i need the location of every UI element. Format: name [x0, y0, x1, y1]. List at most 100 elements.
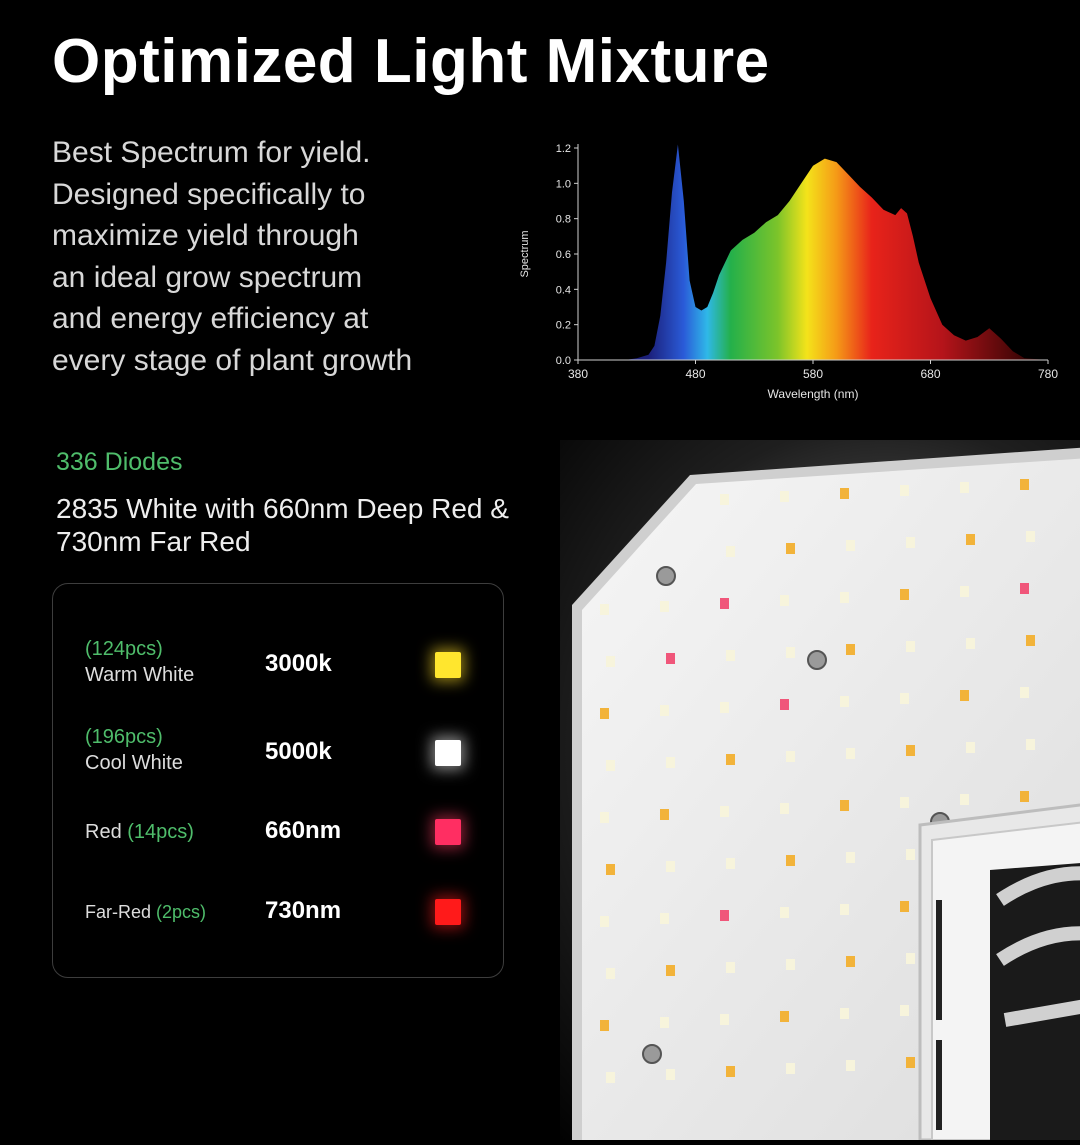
led-diode [840, 488, 849, 499]
led-diode [1026, 635, 1035, 646]
led-diode [960, 482, 969, 493]
y-tick-label: 0.6 [556, 249, 571, 261]
y-tick-label: 1.0 [556, 178, 571, 190]
led-diode [960, 794, 969, 805]
led-diode [726, 650, 735, 661]
led-diode [660, 1017, 669, 1028]
legend-row-far-red: Far-Red (2pcs) 730nm [53, 894, 503, 964]
x-tick-label: 580 [803, 367, 823, 381]
led-diode [780, 803, 789, 814]
led-diode [840, 800, 849, 811]
led-diode [606, 1072, 615, 1083]
grow-light-panel-image [500, 400, 1080, 1145]
led-diode [666, 757, 675, 768]
warm-white-swatch [435, 652, 461, 678]
led-diode [1026, 531, 1035, 542]
diode-count-label: 336 Diodes [56, 448, 183, 476]
led-diode [600, 812, 609, 823]
y-tick-label: 0.4 [556, 284, 571, 296]
led-diode [720, 702, 729, 713]
led-diode [846, 540, 855, 551]
legend-row-warm-white: (124pcs) Warm White 3000k [53, 636, 503, 706]
legend-count: (2pcs) [156, 902, 207, 922]
led-diode [666, 1069, 675, 1080]
led-diode [606, 656, 615, 667]
x-axis-label: Wavelength (nm) [768, 387, 859, 401]
led-diode [666, 861, 675, 872]
y-axis-label: Spectrum [519, 230, 531, 277]
led-diode [840, 592, 849, 603]
legend-name: Warm White [85, 664, 195, 686]
led-diode [846, 1060, 855, 1071]
legend-value: 5000k [265, 738, 332, 765]
legend-name: Red [85, 821, 122, 843]
x-tick-label: 680 [920, 367, 940, 381]
led-diode [726, 1066, 735, 1077]
legend-value: 3000k [265, 650, 332, 677]
description-line: every stage of plant growth [52, 343, 413, 377]
led-diode [846, 852, 855, 863]
description-line: maximize yield through [52, 219, 359, 252]
led-diode [660, 809, 669, 820]
screw-icon [656, 566, 676, 586]
led-diode [840, 904, 849, 915]
led-diode [906, 953, 915, 964]
led-diode [786, 1063, 795, 1074]
led-diode [1026, 739, 1035, 750]
led-diode [660, 705, 669, 716]
screw-icon [642, 1044, 662, 1064]
diode-description: 2835 White with 660nm Deep Red & 730nm F… [56, 492, 616, 558]
cool-white-swatch [435, 740, 461, 766]
y-tick-label: 0.8 [556, 214, 571, 226]
led-diode [666, 965, 675, 976]
led-diode [966, 534, 975, 545]
legend-count: (14pcs) [127, 821, 194, 843]
led-diode [900, 1005, 909, 1016]
led-diode [600, 708, 609, 719]
led-diode [660, 913, 669, 924]
legend-row-cool-white: (196pcs) Cool White 5000k [53, 724, 503, 794]
led-diode [786, 959, 795, 970]
led-diode [600, 916, 609, 927]
x-tick-label: 380 [568, 367, 588, 381]
led-diode [780, 491, 789, 502]
legend-name: Cool White [85, 752, 183, 774]
legend-count: (124pcs) [85, 638, 163, 660]
led-diode [720, 910, 729, 921]
led-diode [966, 742, 975, 753]
diode-legend-card: (124pcs) Warm White 3000k (196pcs) Cool … [52, 583, 504, 978]
led-diode [1020, 479, 1029, 490]
far-red-swatch [435, 899, 461, 925]
led-diode [606, 968, 615, 979]
led-diode [900, 797, 909, 808]
description-line: and energy efficiency at [52, 302, 369, 335]
led-diode [600, 1020, 609, 1031]
led-diode [606, 760, 615, 771]
led-diode [666, 653, 675, 664]
led-diode [906, 641, 915, 652]
led-diode [840, 696, 849, 707]
led-diode [780, 907, 789, 918]
description: Best Spectrum for yield. Designed specif… [52, 132, 512, 381]
led-diode [720, 1014, 729, 1025]
spectrum-chart: 0.0 0.2 0.4 0.6 0.8 1.0 1.2 380 480 580 680 780 Wave… [519, 143, 1058, 401]
led-diode [900, 485, 909, 496]
led-diode [786, 543, 795, 554]
led-diode [660, 601, 669, 612]
legend-count: (196pcs) [85, 726, 163, 748]
led-diode [786, 751, 795, 762]
y-tick-label: 1.2 [556, 143, 571, 155]
led-diode [786, 647, 795, 658]
spectrum-area [578, 144, 1048, 360]
x-tick-label: 480 [685, 367, 705, 381]
led-diode [720, 806, 729, 817]
led-diode [720, 598, 729, 609]
led-diode [906, 745, 915, 756]
led-diode [726, 962, 735, 973]
led-diode [726, 546, 735, 557]
led-diode [600, 604, 609, 615]
page-title: Optimized Light Mixture [52, 27, 770, 96]
led-diode [726, 754, 735, 765]
led-diode [846, 748, 855, 759]
x-tick-label: 780 [1038, 367, 1058, 381]
